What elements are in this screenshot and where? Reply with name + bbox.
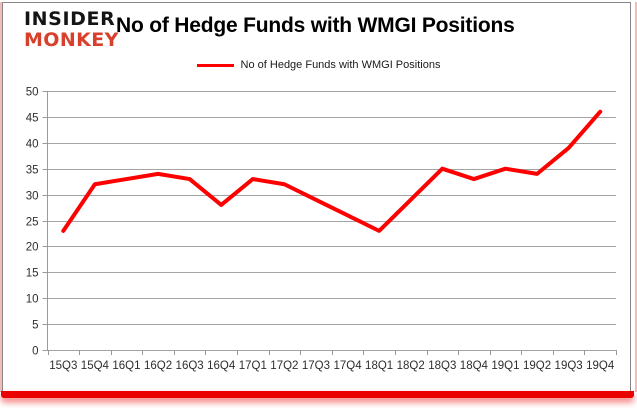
y-axis-label: 25 <box>26 217 39 229</box>
y-axis-label: 35 <box>26 165 39 177</box>
y-axis-label: 5 <box>32 320 38 332</box>
logo-text-insider: INSIDER <box>24 8 116 30</box>
insider-monkey-logo: INSIDER MONKEY <box>24 10 119 50</box>
x-axis-label: 15Q3 <box>49 360 77 372</box>
x-axis-label: 19Q2 <box>523 360 551 372</box>
x-axis-label: 17Q1 <box>239 360 267 372</box>
x-axis-label: 17Q3 <box>302 360 330 372</box>
x-axis-label: 15Q4 <box>81 360 110 372</box>
chart-frame <box>2 2 631 392</box>
x-axis-label: 17Q2 <box>270 360 298 372</box>
chart-legend: No of Hedge Funds with WMGI Positions <box>0 59 637 71</box>
y-axis-label: 45 <box>26 113 39 125</box>
x-axis-label: 19Q4 <box>586 360 615 372</box>
x-axis-label: 19Q3 <box>555 360 583 372</box>
left-edge-glow <box>0 2 2 392</box>
y-axis-label: 30 <box>26 191 39 203</box>
x-axis-label: 16Q2 <box>144 360 172 372</box>
x-axis-label: 18Q2 <box>397 360 425 372</box>
y-axis-label: 0 <box>32 346 38 358</box>
bottom-red-bar <box>1 391 634 398</box>
x-axis-label: 16Q1 <box>112 360 140 372</box>
legend-line-swatch <box>196 63 234 67</box>
x-axis-label: 18Q4 <box>460 360 489 372</box>
y-axis-label: 50 <box>26 87 39 99</box>
x-axis-label: 17Q4 <box>333 360 362 372</box>
x-axis-label: 18Q1 <box>365 360 393 372</box>
x-axis-label: 18Q3 <box>428 360 456 372</box>
data-line-series <box>61 109 603 233</box>
x-axis-label: 16Q3 <box>176 360 204 372</box>
chart-title: No of Hedge Funds with WMGI Positions <box>116 14 515 37</box>
y-axis-label: 20 <box>26 242 39 254</box>
x-axis-label: 19Q1 <box>491 360 519 372</box>
right-edge-glow <box>635 2 637 392</box>
x-axis-label: 16Q4 <box>207 360 236 372</box>
y-axis-label: 15 <box>26 268 39 280</box>
y-axis-label: 10 <box>26 294 39 306</box>
logo-text-monkey: MONKEY <box>24 29 119 51</box>
legend-label: No of Hedge Funds with WMGI Positions <box>240 59 441 71</box>
y-axis-label: 40 <box>26 139 39 151</box>
